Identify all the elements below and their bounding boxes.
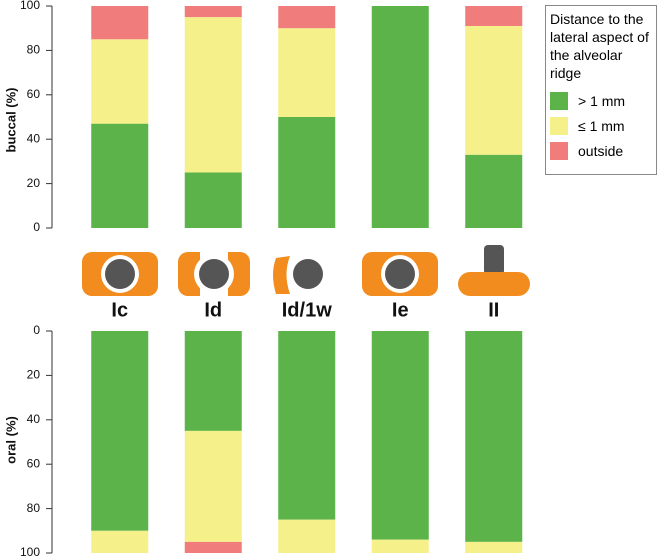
legend-swatch <box>550 141 568 160</box>
bar-segment <box>91 39 149 124</box>
y-tick-label: 100 <box>20 0 40 12</box>
y-tick-label: 60 <box>27 87 41 101</box>
category-label: Ie <box>392 299 409 321</box>
category-label: Id/1w <box>282 299 332 321</box>
bar-segment <box>278 331 336 520</box>
y-tick-label: 40 <box>27 131 41 145</box>
bar-segment <box>278 28 336 118</box>
bar-segment <box>184 430 242 542</box>
y-tick-label: 60 <box>27 456 41 470</box>
bar-segment <box>465 154 523 228</box>
bar-segment <box>184 6 242 18</box>
legend-entry: > 1 mm <box>550 88 652 113</box>
y-tick-label: 0 <box>33 220 40 234</box>
legend-label: > 1 mm <box>578 92 626 109</box>
bar-segment <box>91 6 149 40</box>
y-tick-label: 20 <box>27 176 41 190</box>
bar-segment <box>278 6 336 29</box>
category-label: II <box>488 299 499 321</box>
y-tick-label: 100 <box>20 545 40 559</box>
bar-segment <box>278 117 336 228</box>
bar-segment <box>184 172 242 228</box>
y-tick-label: 80 <box>27 43 41 57</box>
bar-segment <box>465 331 523 542</box>
bar-segment <box>184 541 242 553</box>
bar-segment <box>371 331 429 540</box>
legend-entry: outside <box>550 138 652 163</box>
legend-entry: ≤ 1 mm <box>550 113 652 138</box>
legend-label: outside <box>578 142 624 159</box>
legend-label: ≤ 1 mm <box>578 117 625 134</box>
y-tick-label: 40 <box>27 412 41 426</box>
y-axis-label: oral (%) <box>3 416 18 464</box>
legend-title: Distance to the lateral aspect of the al… <box>550 11 649 81</box>
bar-segment <box>184 331 242 431</box>
bar-segment <box>91 530 149 553</box>
bar-segment <box>278 519 336 553</box>
y-tick-label: 80 <box>27 501 41 515</box>
y-tick-label: 20 <box>27 368 41 382</box>
y-axis-label: buccal (%) <box>3 87 18 152</box>
legend: Distance to the lateral aspect of the al… <box>545 5 657 175</box>
bar-segment <box>371 539 429 553</box>
icons <box>82 245 530 298</box>
bar-segment <box>184 17 242 173</box>
bar-segment <box>91 331 149 531</box>
bar-segment <box>465 541 523 553</box>
y-tick-label: 0 <box>33 323 40 337</box>
bar-segment <box>465 6 523 26</box>
legend-swatch <box>550 116 568 135</box>
bar-segment <box>465 25 523 155</box>
category-label: Id <box>204 299 222 321</box>
bar-segment <box>91 123 149 228</box>
category-label: Ic <box>111 299 128 321</box>
legend-swatch <box>550 91 568 110</box>
bar-segment <box>371 6 429 228</box>
